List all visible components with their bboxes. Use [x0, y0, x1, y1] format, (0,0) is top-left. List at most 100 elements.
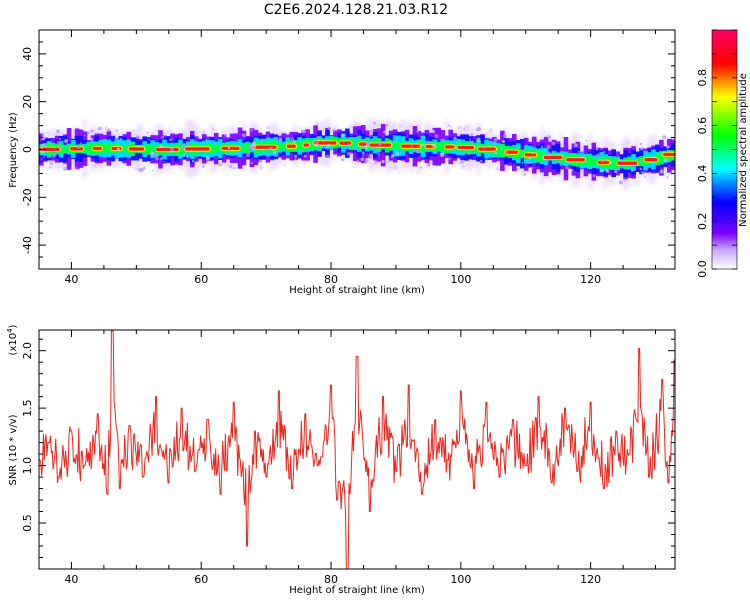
snr-y-label: SNR (10 * v/v): [8, 414, 19, 485]
spectrogram-speck: [558, 160, 562, 164]
spectrogram-speck: [279, 132, 281, 135]
spectrogram-speck: [350, 154, 352, 156]
spectrogram-speck: [150, 151, 154, 156]
spectrogram-speck: [301, 129, 305, 134]
spectrogram-peak: [543, 155, 563, 159]
colorbar-tick-label: 0.8: [696, 69, 709, 87]
spectrogram-speck: [482, 144, 487, 149]
colorbar-label: Normalized spectral amplitude: [738, 73, 749, 227]
x-tick-label: 100: [450, 573, 471, 586]
spectrogram-speck: [453, 136, 457, 141]
spectrogram-speck: [648, 144, 650, 147]
spectrogram-speck: [461, 165, 465, 169]
snr-x-ticks: 40 60 80 100 120: [38, 330, 657, 586]
spectrogram-speck: [662, 135, 667, 139]
spectrogram-speck: [74, 166, 78, 170]
spectrogram-speck: [623, 178, 626, 181]
spectrogram-speck: [386, 160, 390, 163]
spectrogram-speck: [495, 167, 500, 172]
spectrogram-speck: [377, 141, 383, 146]
spectrogram-speck: [357, 159, 359, 162]
spectrogram-peak: [617, 161, 638, 165]
spectrogram-speck: [219, 147, 223, 150]
spectrogram-speck: [250, 161, 253, 165]
spectrogram-speck: [393, 165, 398, 170]
spectrogram-speck: [147, 138, 150, 141]
spectrogram-speck: [460, 159, 464, 164]
spectrogram-speck: [434, 134, 439, 139]
y-tick-label: -40: [21, 236, 34, 254]
spectrogram-speck: [169, 138, 172, 141]
spectrogram-speck: [50, 162, 54, 165]
spectrogram-speck: [440, 152, 445, 157]
spectrogram-speck: [246, 153, 251, 158]
x-tick-label: 120: [580, 573, 601, 586]
spectrogram-speck: [379, 123, 382, 126]
spectrogram-speck: [501, 140, 506, 144]
spectrogram-speck: [60, 146, 63, 149]
spectrogram-speck: [541, 155, 544, 158]
spectrogram-y-ticks: 40 20 0 -20 -40: [21, 29, 675, 270]
snr-y-multiplier: (x104): [6, 324, 19, 355]
spectrogram-speck: [249, 146, 254, 150]
spectrogram-speck: [431, 143, 436, 148]
spectrogram-cell: [277, 142, 283, 151]
spectrogram-speck: [267, 151, 269, 154]
spectrogram-speck: [368, 133, 372, 137]
spectrogram-cell: [496, 145, 501, 155]
spectrogram-speck: [571, 168, 574, 172]
spectrogram-speck: [523, 173, 527, 176]
spectrogram-speck: [541, 145, 544, 148]
y-tick-label: 1.0: [21, 457, 34, 475]
spectrogram-speck: [609, 160, 612, 164]
spectrogram-speck: [354, 123, 358, 127]
spectrogram-speck: [226, 149, 230, 153]
spectrogram-speck: [469, 138, 472, 141]
spectrogram-cell: [392, 141, 398, 150]
spectrogram-speck: [577, 150, 580, 153]
spectrogram-speck: [133, 167, 137, 171]
spectrogram-speck: [463, 127, 466, 130]
spectrogram-speck: [374, 160, 378, 165]
spectrogram-speck: [426, 162, 431, 167]
spectrogram-speck: [477, 126, 482, 131]
spectrogram-speck: [139, 168, 144, 172]
y-tick-label: 1.5: [21, 399, 34, 417]
spectrogram-speck: [631, 169, 634, 172]
spectrogram-speck: [457, 125, 462, 130]
spectrogram-speck: [107, 129, 110, 133]
spectrogram-speck: [428, 161, 432, 164]
spectrogram-speck: [116, 147, 120, 151]
spectrogram-speck: [314, 121, 319, 126]
spectrogram-speck: [159, 157, 163, 161]
spectrogram-speck: [643, 175, 646, 178]
spectrogram-speck: [385, 123, 389, 127]
spectrogram-speck: [90, 129, 94, 133]
spectrogram-speck: [202, 165, 205, 168]
spectrogram-speck: [64, 138, 69, 144]
spectrogram-peak: [303, 143, 310, 147]
spectrogram-cell: [353, 140, 358, 147]
x-tick-label: 80: [324, 273, 338, 286]
spectrogram-speck: [70, 169, 73, 172]
spectrogram-speck: [500, 146, 503, 150]
spectrogram-speck: [383, 130, 386, 134]
spectrogram-speck: [626, 141, 630, 145]
spectrogram-speck: [493, 151, 496, 154]
spectrogram-speck: [395, 152, 399, 156]
spectrogram-speck: [232, 167, 235, 169]
spectrogram-speck: [205, 156, 210, 161]
spectrogram-speck: [521, 162, 524, 164]
spectrogram-speck: [132, 129, 135, 132]
x-tick-label: 100: [450, 273, 471, 286]
spectrogram-speck: [186, 142, 191, 147]
spectrogram-speck: [641, 171, 644, 174]
spectrogram-speck: [205, 138, 208, 141]
colorbar-tick-label: 0.6: [696, 117, 709, 135]
spectrogram-cell: [178, 143, 183, 155]
spectrogram-peak: [444, 145, 455, 149]
spectrogram-speck: [43, 145, 46, 149]
spectrogram-speck: [410, 145, 413, 148]
spectrogram-speck: [54, 150, 58, 153]
spectrogram-peak: [644, 158, 658, 162]
